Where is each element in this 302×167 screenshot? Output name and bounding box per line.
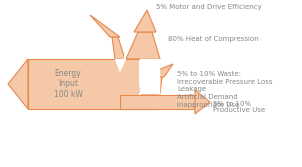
Polygon shape [134,10,156,32]
Polygon shape [126,32,160,59]
Polygon shape [115,59,126,72]
Text: Energy
Input
100 kW: Energy Input 100 kW [53,69,82,99]
Text: 5% Motor and Drive Efficiency: 5% Motor and Drive Efficiency [156,4,262,10]
Polygon shape [8,59,28,109]
Polygon shape [140,77,162,94]
Polygon shape [112,37,125,59]
Polygon shape [90,15,120,37]
Polygon shape [120,95,195,109]
Text: 5% to 10% Waste:
Irrecoverable Pressure Loss
Leakage
Artificial Demand
Inappropr: 5% to 10% Waste: Irrecoverable Pressure … [177,71,272,108]
Text: 5% to 10%
Productive Use: 5% to 10% Productive Use [213,101,265,114]
Polygon shape [141,64,173,77]
Polygon shape [124,55,126,60]
Polygon shape [140,59,160,94]
Polygon shape [195,90,210,114]
Polygon shape [139,60,141,87]
Polygon shape [28,59,155,109]
Text: 80% Heat of Compression: 80% Heat of Compression [168,36,259,42]
Polygon shape [139,93,141,95]
